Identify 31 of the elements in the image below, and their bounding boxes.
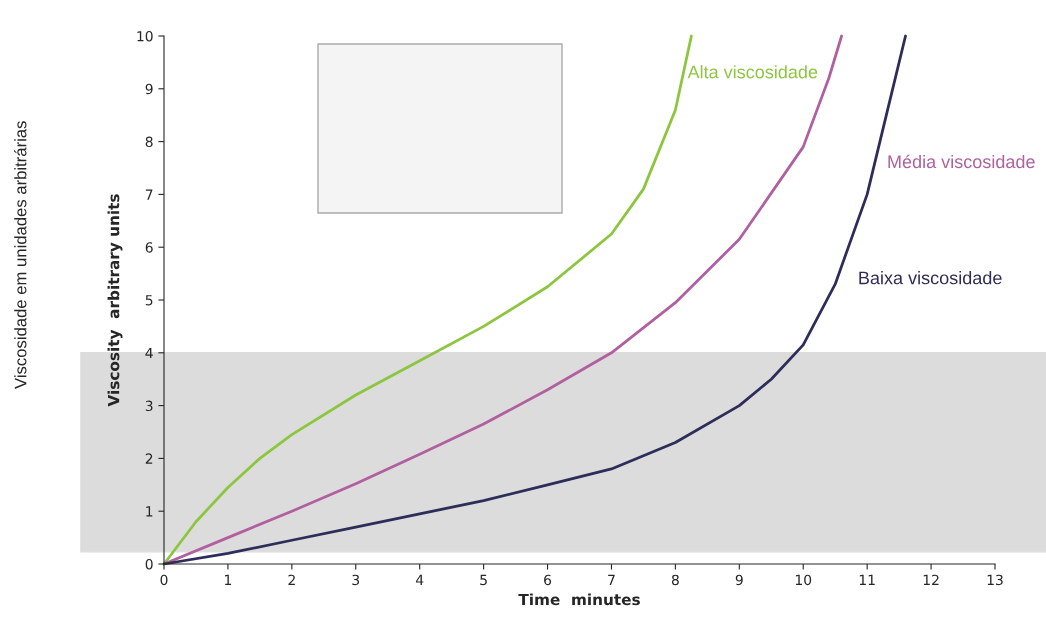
y-tick-label: 4 [145, 347, 153, 359]
x-tick-label: 1 [225, 574, 232, 585]
x-tick-label: 0 [160, 574, 168, 586]
series-label: Alta viscosidade [687, 65, 818, 79]
y-tick-label: 1 [146, 506, 153, 517]
y-tick-label: 5 [145, 295, 153, 306]
y-tick-label: 8 [145, 136, 153, 148]
x-tick-label: 9 [735, 574, 743, 586]
x-tick-label: 4 [415, 574, 424, 585]
y-tick-label: 7 [145, 189, 153, 200]
x-tick-label: 8 [671, 574, 679, 586]
y-tick-label: 2 [145, 453, 153, 464]
x-tick-label: 3 [352, 574, 360, 586]
x-tick-label: 10 [795, 574, 812, 586]
y-tick-label: 10 [137, 30, 153, 42]
y-tick-label: 3 [145, 400, 153, 412]
x-tick-label: 11 [859, 574, 875, 585]
x-axis-title: Time minutes [518, 593, 640, 606]
y-tick-label: 6 [145, 242, 153, 253]
y-axis-title: Viscosity arbitrary units [107, 194, 123, 407]
y-tick-label: 0 [145, 558, 153, 570]
x-tick-label: 6 [544, 574, 552, 586]
x-tick-label: 5 [480, 574, 487, 586]
y-tick-label: 9 [145, 83, 153, 95]
x-tick-label: 13 [987, 574, 1003, 586]
text: Média viscosidade [888, 154, 1035, 169]
text: Viscosidade em unidades arbitrárias [14, 121, 27, 389]
x-tick-label: 2 [288, 574, 295, 585]
x-tick-label: 7 [608, 574, 615, 585]
x-tick-label: 12 [923, 574, 939, 585]
series-label: Baixa viscosidade [859, 271, 1002, 285]
